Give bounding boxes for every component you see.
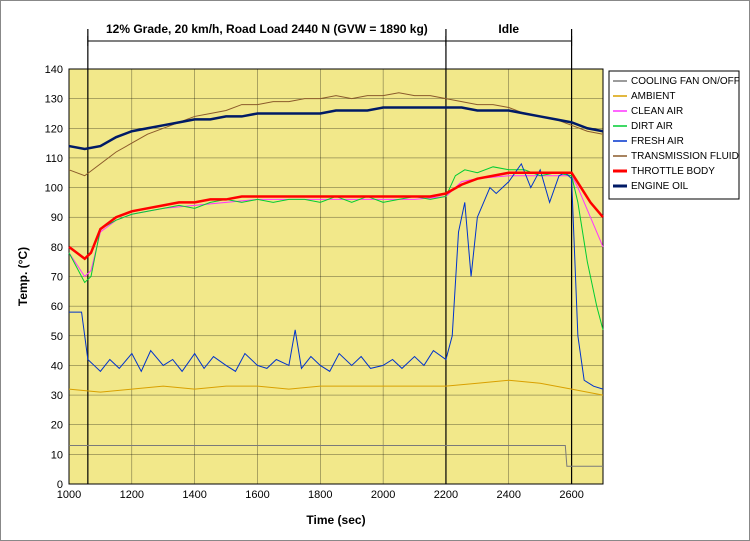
annotation-label: 12% Grade, 20 km/h, Road Load 2440 N (GV… bbox=[106, 22, 428, 36]
legend-item: FRESH AIR bbox=[631, 136, 684, 147]
svg-text:140: 140 bbox=[45, 64, 63, 76]
legend-item: DIRT AIR bbox=[631, 121, 673, 132]
svg-text:100: 100 bbox=[45, 183, 63, 195]
x-axis-label: Time (sec) bbox=[306, 513, 365, 527]
svg-text:1200: 1200 bbox=[120, 489, 144, 501]
y-axis-label: Temp. (°C) bbox=[16, 247, 30, 306]
svg-text:50: 50 bbox=[51, 331, 63, 343]
legend-item: THROTTLE BODY bbox=[631, 166, 715, 177]
svg-text:40: 40 bbox=[51, 360, 63, 372]
legend-item: CLEAN AIR bbox=[631, 106, 683, 117]
legend-item: TRANSMISSION FLUID bbox=[631, 151, 739, 162]
svg-text:2400: 2400 bbox=[497, 489, 521, 501]
legend-item: ENGINE OIL bbox=[631, 181, 689, 192]
svg-text:2200: 2200 bbox=[434, 489, 458, 501]
svg-text:1800: 1800 bbox=[308, 489, 332, 501]
line-chart: 1000120014001600180020002200240026000102… bbox=[9, 9, 743, 534]
svg-text:1600: 1600 bbox=[245, 489, 269, 501]
legend-item: AMBIENT bbox=[631, 91, 675, 102]
svg-text:10: 10 bbox=[51, 449, 63, 461]
svg-text:2600: 2600 bbox=[559, 489, 583, 501]
annotation-label: Idle bbox=[498, 22, 519, 36]
svg-text:80: 80 bbox=[51, 242, 63, 254]
svg-text:110: 110 bbox=[45, 153, 63, 165]
svg-text:90: 90 bbox=[51, 212, 63, 224]
svg-text:20: 20 bbox=[51, 420, 63, 432]
chart-container: 1000120014001600180020002200240026000102… bbox=[0, 0, 750, 541]
svg-text:120: 120 bbox=[45, 123, 63, 135]
svg-text:0: 0 bbox=[57, 479, 63, 491]
svg-text:2000: 2000 bbox=[371, 489, 395, 501]
svg-text:70: 70 bbox=[51, 272, 63, 284]
svg-text:1400: 1400 bbox=[182, 489, 206, 501]
legend-item: COOLING FAN ON/OFF bbox=[631, 76, 740, 87]
svg-text:30: 30 bbox=[51, 390, 63, 402]
svg-text:60: 60 bbox=[51, 301, 63, 313]
svg-text:130: 130 bbox=[45, 94, 63, 106]
